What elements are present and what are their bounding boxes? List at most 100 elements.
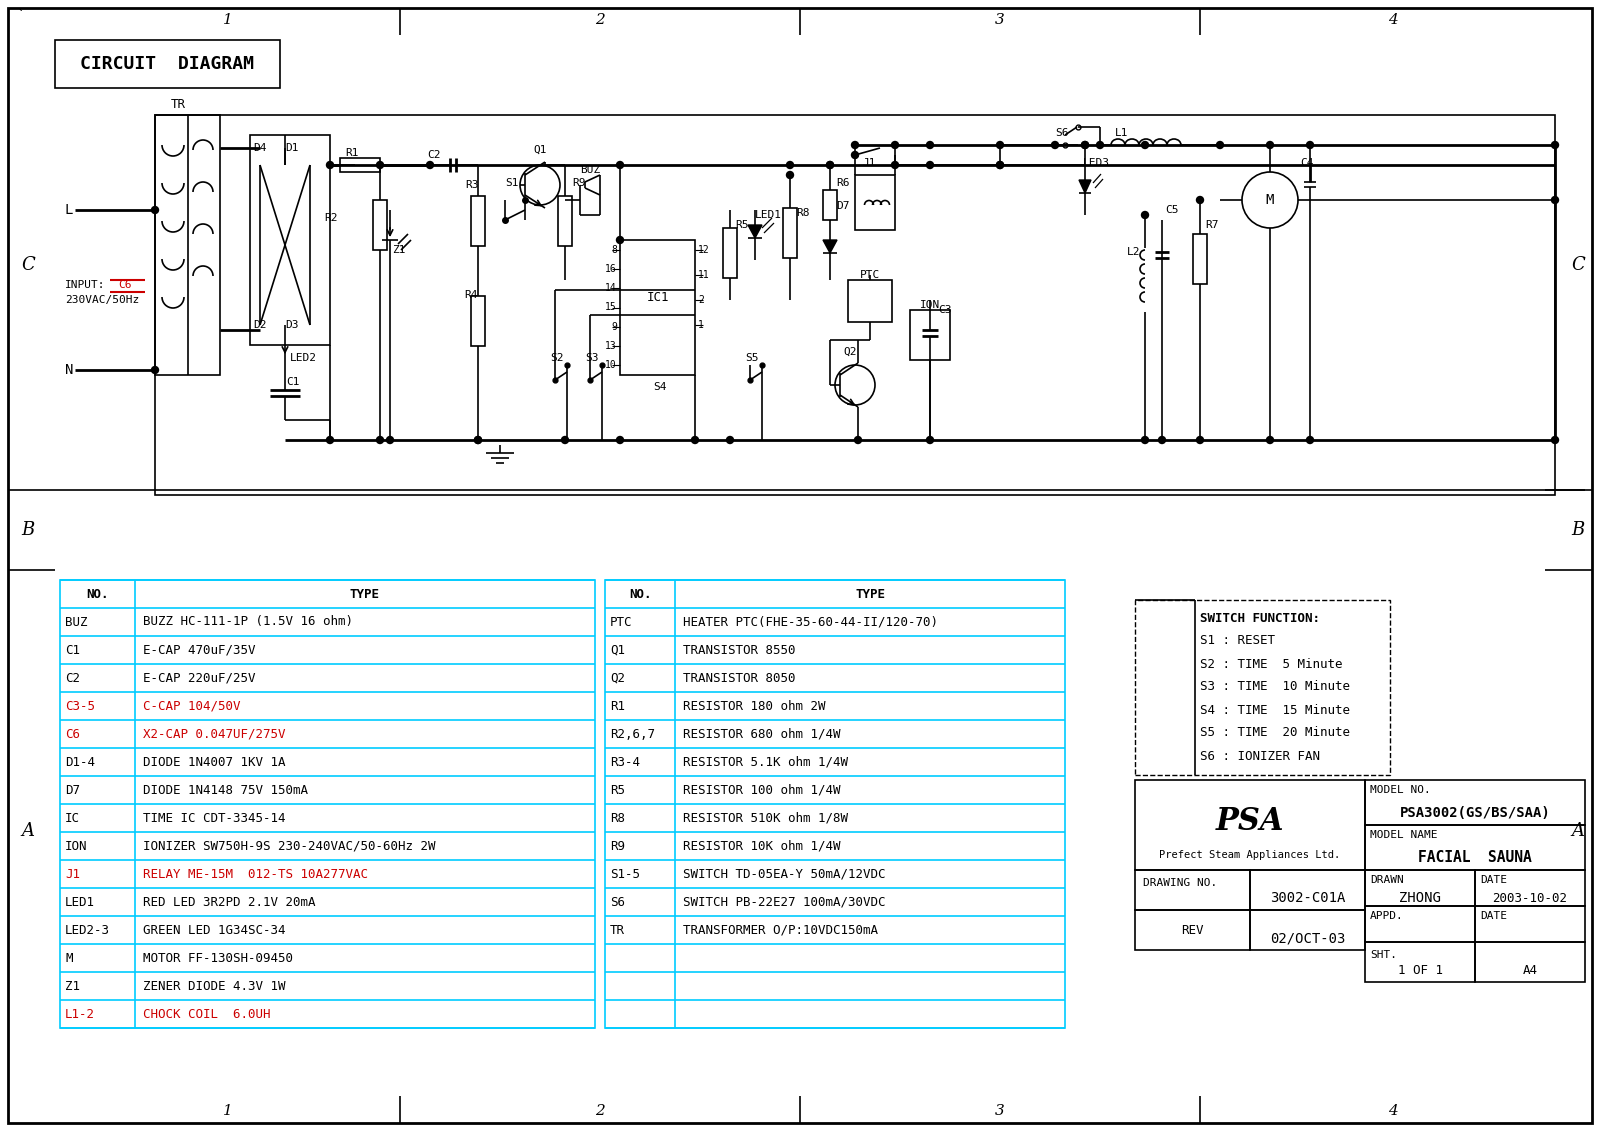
Text: B: B <box>21 521 35 539</box>
Circle shape <box>827 162 834 169</box>
Bar <box>1365 942 1475 982</box>
Text: `: ` <box>16 9 24 23</box>
Text: DRAWN: DRAWN <box>1370 875 1403 884</box>
Circle shape <box>926 141 933 148</box>
Circle shape <box>997 162 1003 169</box>
Circle shape <box>854 437 861 443</box>
Text: C2: C2 <box>427 150 440 159</box>
Circle shape <box>1307 437 1314 443</box>
Text: J1: J1 <box>862 158 875 169</box>
Text: NO.: NO. <box>86 587 109 601</box>
Text: 1: 1 <box>698 320 704 330</box>
Circle shape <box>475 437 482 443</box>
Circle shape <box>1197 437 1203 443</box>
Text: IC1: IC1 <box>646 291 669 304</box>
Text: 1 OF 1: 1 OF 1 <box>1397 964 1443 976</box>
Text: S6 : IONIZER FAN: S6 : IONIZER FAN <box>1200 750 1320 762</box>
Text: D7: D7 <box>835 201 850 211</box>
Text: L2: L2 <box>1126 247 1139 257</box>
Text: HEATER PTC(FHE-35-60-44-II/120-70): HEATER PTC(FHE-35-60-44-II/120-70) <box>683 615 938 629</box>
Text: DIODE 1N4148 75V 150mA: DIODE 1N4148 75V 150mA <box>142 784 307 796</box>
Text: R3-4: R3-4 <box>610 756 640 768</box>
Text: J1: J1 <box>66 867 80 881</box>
Text: LED2-3: LED2-3 <box>66 924 110 936</box>
Text: TYPE: TYPE <box>854 587 885 601</box>
Text: R4: R4 <box>464 290 477 300</box>
Text: C3-5: C3-5 <box>66 699 94 713</box>
Text: TYPE: TYPE <box>350 587 381 601</box>
Text: S3 : TIME  10 Minute: S3 : TIME 10 Minute <box>1200 681 1350 693</box>
Bar <box>470 196 485 247</box>
Text: ION: ION <box>66 839 88 853</box>
Circle shape <box>376 437 384 443</box>
Circle shape <box>387 437 394 443</box>
Bar <box>621 240 694 375</box>
Text: TRANSISTOR 8050: TRANSISTOR 8050 <box>683 672 795 684</box>
Text: S4: S4 <box>654 382 667 392</box>
Text: A4: A4 <box>1523 964 1538 976</box>
Text: C: C <box>1571 256 1586 274</box>
Circle shape <box>326 162 333 169</box>
Text: S4 : TIME  15 Minute: S4 : TIME 15 Minute <box>1200 703 1350 717</box>
Bar <box>373 200 387 250</box>
Text: PTC: PTC <box>859 270 880 280</box>
Text: 16: 16 <box>605 265 618 274</box>
Text: IC: IC <box>66 812 80 824</box>
Text: C1: C1 <box>66 644 80 656</box>
Text: E-CAP 470uF/35V: E-CAP 470uF/35V <box>142 644 256 656</box>
Bar <box>1475 906 1586 942</box>
Text: SWITCH FUNCTION:: SWITCH FUNCTION: <box>1200 612 1320 624</box>
Text: SHT.: SHT. <box>1370 950 1397 960</box>
Text: S5: S5 <box>746 353 758 363</box>
Text: R3: R3 <box>466 180 478 190</box>
Bar <box>1365 824 1586 870</box>
Text: D3: D3 <box>285 320 299 330</box>
Bar <box>61 580 595 1028</box>
Circle shape <box>1552 437 1558 443</box>
Bar <box>1365 870 1475 906</box>
Text: 230VAC/50Hz: 230VAC/50Hz <box>66 295 139 305</box>
Text: S1 : RESET: S1 : RESET <box>1200 634 1275 648</box>
Text: Prefect Steam Appliances Ltd.: Prefect Steam Appliances Ltd. <box>1160 851 1341 860</box>
Circle shape <box>1216 141 1224 148</box>
Text: D4: D4 <box>253 143 267 153</box>
Text: REV: REV <box>1181 924 1203 936</box>
Bar <box>250 135 330 345</box>
Text: 1: 1 <box>222 12 232 27</box>
Text: R5: R5 <box>734 221 749 230</box>
Text: MODEL NO.: MODEL NO. <box>1370 785 1430 795</box>
Text: R9: R9 <box>610 839 626 853</box>
Circle shape <box>787 162 794 169</box>
Text: L1-2: L1-2 <box>66 1008 94 1020</box>
Circle shape <box>827 162 834 169</box>
Text: RESISTOR 680 ohm 1/4W: RESISTOR 680 ohm 1/4W <box>683 727 840 741</box>
Text: GREEN LED 1G34SC-34: GREEN LED 1G34SC-34 <box>142 924 285 936</box>
Text: PSA: PSA <box>1216 806 1285 837</box>
Text: TR: TR <box>171 98 186 112</box>
Bar <box>1194 234 1206 284</box>
Circle shape <box>1141 141 1149 148</box>
Text: LED2: LED2 <box>290 353 317 363</box>
Text: Z1: Z1 <box>66 979 80 993</box>
Text: Q2: Q2 <box>843 347 856 357</box>
Text: MOTOR FF-130SH-09450: MOTOR FF-130SH-09450 <box>142 951 293 965</box>
Bar <box>1134 601 1390 775</box>
Bar <box>54 40 280 88</box>
Text: R9: R9 <box>573 178 586 188</box>
Text: D2: D2 <box>253 320 267 330</box>
Bar <box>470 296 485 346</box>
Text: R2,6,7: R2,6,7 <box>610 727 654 741</box>
Circle shape <box>1267 437 1274 443</box>
Text: TR: TR <box>610 924 626 936</box>
Polygon shape <box>1078 180 1091 193</box>
Circle shape <box>1267 141 1274 148</box>
Text: 3: 3 <box>995 12 1005 27</box>
Circle shape <box>152 207 158 214</box>
Text: NO.: NO. <box>629 587 651 601</box>
Text: ZENER DIODE 4.3V 1W: ZENER DIODE 4.3V 1W <box>142 979 285 993</box>
Text: 13: 13 <box>605 340 618 351</box>
Text: SWITCH PB-22E27 100mA/30VDC: SWITCH PB-22E27 100mA/30VDC <box>683 896 885 908</box>
Text: RED LED 3R2PD 2.1V 20mA: RED LED 3R2PD 2.1V 20mA <box>142 896 315 908</box>
Bar <box>1365 906 1475 942</box>
Bar <box>155 115 1555 495</box>
